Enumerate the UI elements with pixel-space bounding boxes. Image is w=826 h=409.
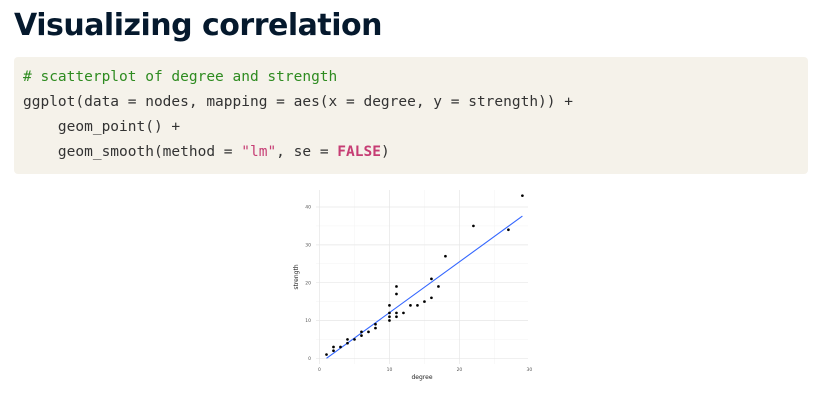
data-point	[346, 338, 349, 341]
code-block: # scatterplot of degree and strength ggp…	[14, 57, 808, 174]
x-tick-label: 0	[318, 367, 321, 373]
x-tick-label: 30	[527, 367, 533, 373]
data-point	[395, 311, 398, 315]
data-point	[409, 304, 412, 307]
code-geom-point: geom_point() +	[57, 119, 181, 135]
code-comment: # scatterplot of degree and strength	[23, 69, 338, 85]
data-point	[388, 315, 391, 319]
data-point	[430, 277, 433, 281]
data-point	[388, 304, 391, 307]
data-point	[388, 319, 391, 322]
code-line-1: # scatterplot of degree and strength	[23, 65, 808, 90]
code-line-3: geom_point() +	[23, 115, 808, 140]
data-point	[430, 296, 433, 300]
data-point	[423, 300, 426, 303]
data-point	[360, 334, 363, 337]
code-indent	[23, 144, 58, 160]
x-tick-label: 20	[457, 367, 463, 373]
point-layer	[325, 194, 524, 356]
data-point	[437, 285, 440, 288]
trend-line-layer	[326, 215, 523, 359]
y-tick-label: 20	[305, 280, 311, 286]
data-point	[332, 345, 335, 349]
data-point	[444, 254, 447, 258]
code-line-2: ggplot(data = nodes, mapping = aes(x = d…	[23, 90, 808, 115]
y-axis-title: strength	[293, 264, 300, 289]
data-point	[521, 194, 524, 198]
code-geom-smooth-suffix: )	[380, 144, 390, 160]
code-string-lm: "lm"	[241, 144, 277, 160]
data-point	[346, 341, 349, 345]
x-tick-label: 10	[387, 367, 393, 373]
trend-line	[326, 215, 523, 359]
scatter-plot-svg: 0 10 20 30 0 10 20 30 40 degree strength	[293, 190, 532, 381]
data-point	[416, 304, 419, 307]
data-point	[332, 349, 335, 353]
data-point	[472, 224, 475, 228]
data-point	[353, 338, 356, 341]
code-geom-smooth-prefix: geom_smooth(method =	[57, 144, 242, 160]
code-keyword-false: FALSE	[337, 144, 381, 160]
data-point	[507, 228, 510, 232]
data-point	[395, 285, 398, 288]
x-axis-title: degree	[411, 374, 432, 381]
code-line-4: geom_smooth(method = "lm", se = FALSE)	[23, 140, 808, 165]
data-point	[374, 322, 377, 326]
data-point	[325, 353, 328, 356]
data-point	[339, 345, 342, 349]
slide-title: Visualizing correlation	[14, 8, 382, 43]
code-geom-smooth-mid: , se =	[276, 144, 338, 160]
y-tick-label: 0	[308, 356, 311, 362]
code-indent	[23, 119, 58, 135]
data-point	[374, 326, 377, 330]
data-point	[367, 330, 370, 334]
y-tick-label: 30	[305, 242, 311, 248]
tick-label-layer: 0 10 20 30 0 10 20 30 40	[305, 205, 532, 373]
code-ggplot-call: ggplot(data = nodes, mapping = aes(x = d…	[23, 94, 573, 110]
data-point	[395, 292, 398, 296]
plot-grid	[316, 190, 528, 364]
data-point	[395, 315, 398, 319]
data-point	[360, 330, 363, 334]
y-tick-label: 10	[305, 318, 311, 324]
scatter-plot: 0 10 20 30 0 10 20 30 40 degree strength	[288, 188, 533, 384]
plot-panel	[316, 190, 528, 364]
data-point	[388, 311, 391, 315]
y-tick-label: 40	[305, 205, 311, 211]
data-point	[402, 311, 405, 315]
